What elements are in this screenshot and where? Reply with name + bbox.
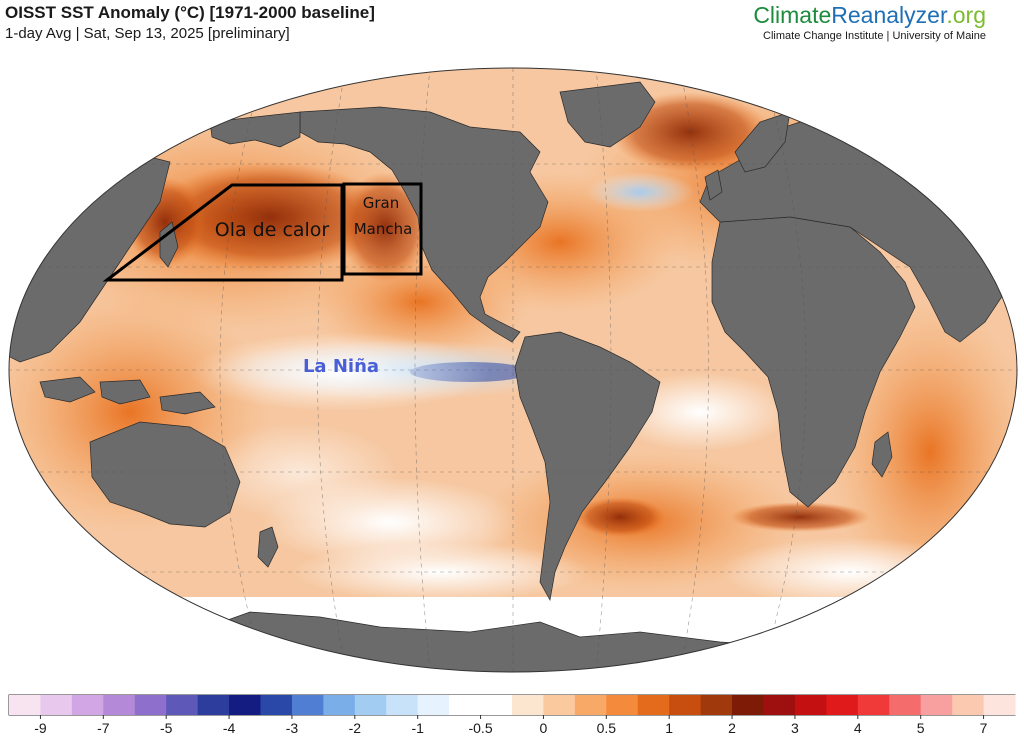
colorbar-swatch <box>512 695 544 715</box>
colorbar-swatch <box>229 695 261 715</box>
colorbar-swatch <box>354 695 387 715</box>
colorbar-tick-label: 2 <box>728 720 736 736</box>
colorbar-tick-label: -5 <box>160 720 173 736</box>
colorbar-swatch <box>637 695 670 715</box>
colorbar-tick-label: -4 <box>223 720 236 736</box>
header: OISST SST Anomaly (°C) [1971-2000 baseli… <box>0 0 1024 50</box>
brand-name-part-2: Reanalyzer <box>831 2 947 28</box>
colorbar-swatch <box>763 695 796 715</box>
colorbar-swatch <box>260 695 293 715</box>
colorbar-swatch <box>480 695 513 715</box>
colorbar-swatch <box>449 695 482 715</box>
colorbar-swatch <box>826 695 859 715</box>
colorbar-tick-label: 5 <box>917 720 925 736</box>
colorbar-swatch <box>103 695 136 715</box>
colorbar-swatch <box>417 695 450 715</box>
colorbar-tick-label: 0 <box>540 720 548 736</box>
gran-label: Gran <box>363 194 400 212</box>
la-nina-label: La Niña <box>303 356 379 377</box>
map-subtitle: 1-day Avg | Sat, Sep 13, 2025 [prelimina… <box>5 25 290 42</box>
colorbar-tick-label: 7 <box>980 720 988 736</box>
colorbar-swatch <box>732 695 764 715</box>
graticule <box>9 68 1017 672</box>
colorbar-swatch <box>983 695 1016 715</box>
colorbar-swatch <box>606 695 639 715</box>
colorbar-swatch <box>291 695 324 715</box>
colorbar-swatch <box>889 695 922 715</box>
map-title: OISST SST Anomaly (°C) [1971-2000 baseli… <box>5 3 375 22</box>
colorbar-swatch <box>794 695 827 715</box>
colorbar-swatch <box>700 695 733 715</box>
colorbar-tick-label: -7 <box>97 720 110 736</box>
colorbar-swatch <box>669 695 702 715</box>
colorbar-swatch <box>71 695 104 715</box>
brand-name-part-1: Climate <box>753 2 832 28</box>
brand-name: ClimateReanalyzer.org <box>753 2 986 29</box>
colorbar-tick-labels: -9-7-5-4-3-2-1-0.500.51234579 <box>34 715 988 736</box>
colorbar-tick-label: 1 <box>665 720 673 736</box>
brand-subtitle: Climate Change Institute | University of… <box>763 30 986 42</box>
brand-name-part-3: .org <box>946 2 986 28</box>
colorbar-swatch <box>166 695 199 715</box>
colorbar-swatch <box>543 695 576 715</box>
colorbar-swatch <box>40 695 73 715</box>
colorbar-tick-label: 4 <box>854 720 862 736</box>
globe-outline <box>8 67 1018 673</box>
colorbar-tick-label: -9 <box>34 720 47 736</box>
colorbar-swatch <box>574 695 607 715</box>
colorbar-swatch <box>197 695 230 715</box>
brand-logo[interactable]: ClimateReanalyzer.org Climate Change Ins… <box>753 2 986 42</box>
annotation-boxes <box>102 182 423 282</box>
mancha-label: Mancha <box>354 220 413 238</box>
colorbar-swatch <box>9 695 41 715</box>
gran-mancha-box <box>342 182 423 276</box>
colorbar-tick-label: -1 <box>411 720 424 736</box>
colorbar: -9-7-5-4-3-2-1-0.500.51234579 <box>8 694 1016 736</box>
colorbar-tick-label: -2 <box>349 720 362 736</box>
colorbar-swatch <box>920 695 953 715</box>
colorbar-swatch <box>386 695 419 715</box>
colorbar-swatch <box>323 695 356 715</box>
colorbar-tick-label: 0.5 <box>597 720 617 736</box>
colorbar-tick-label: -0.5 <box>468 720 492 736</box>
colorbar-swatch <box>952 695 985 715</box>
ola-de-calor-label: Ola de calor <box>215 219 330 241</box>
ola-de-calor-box <box>102 183 344 282</box>
colorbar-tick-label: -3 <box>286 720 299 736</box>
sst-anomaly-field <box>9 68 1017 672</box>
colorbar-tick-label: 3 <box>791 720 799 736</box>
colorbar-swatch <box>857 695 890 715</box>
colorbar-swatches <box>9 695 1016 715</box>
colorbar-swatch <box>134 695 167 715</box>
world-map: Ola de calor Gran Mancha La Niña <box>8 67 1018 673</box>
